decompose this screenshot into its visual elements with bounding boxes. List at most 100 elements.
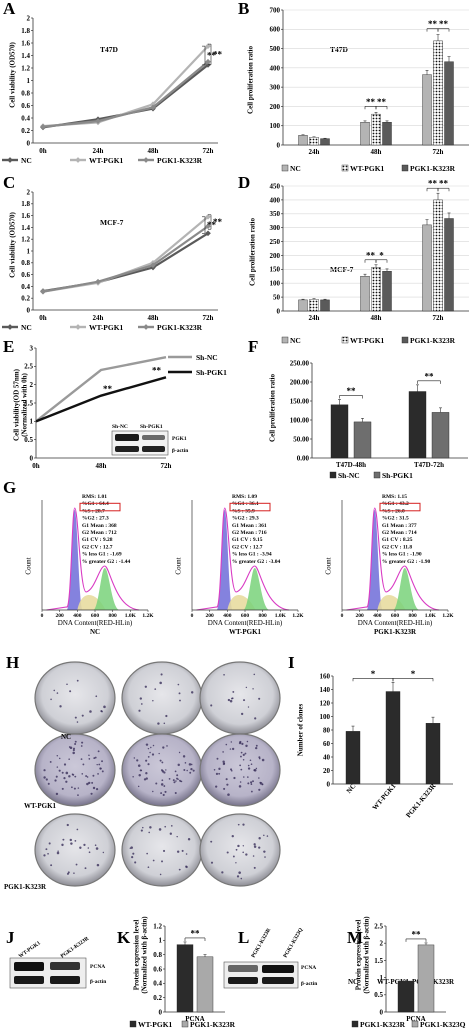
data-point: [205, 213, 211, 220]
x-tick-label: 400: [373, 613, 382, 619]
colony: [159, 759, 162, 762]
y-tick-label: 0: [277, 141, 281, 149]
colony: [237, 844, 240, 848]
bar: [397, 980, 415, 1013]
y-axis-label-group: Protein expression level (Normalized with…: [133, 916, 149, 994]
colony: [263, 834, 265, 837]
x-tick-label: T47D-72h: [414, 461, 444, 469]
blot-band-label: PCNA: [301, 965, 316, 971]
colony: [75, 863, 78, 866]
y-tick-label: 120: [320, 699, 331, 707]
g1-peak: [66, 510, 83, 610]
blot-lane-label: Sh-PGK1: [140, 424, 163, 430]
y-tick-label: 500: [270, 45, 281, 53]
colony: [133, 757, 136, 759]
bar: [371, 113, 381, 146]
colony: [91, 781, 94, 784]
colony: [160, 673, 163, 676]
colony: [45, 848, 48, 851]
lane-label-group: PGK1-K323R: [60, 935, 91, 959]
legend-marker: [75, 157, 81, 163]
data-point: [40, 123, 46, 130]
y-tick-label: 2.5: [24, 363, 33, 371]
colony: [258, 756, 261, 759]
x-tick-label: 600: [91, 613, 100, 619]
colony: [222, 760, 225, 763]
y-axis-label-group: Cell viability (OD570): [9, 41, 17, 107]
colony: [218, 767, 221, 771]
legend-label: PGK1-K323R: [157, 156, 203, 165]
colony: [182, 755, 186, 758]
colony: [148, 831, 151, 834]
colony: [147, 756, 150, 758]
colony: [223, 673, 225, 676]
colony: [226, 783, 229, 786]
colony: [80, 745, 83, 747]
colony: [240, 712, 244, 716]
y-axis-label-group: Protein expression level (Normalized with…: [355, 916, 371, 994]
y-tick-label: 50: [273, 294, 281, 302]
stat-line: % less G1 : -1.69: [82, 552, 122, 558]
bar: [382, 271, 392, 312]
stat-line: % greater G2 : -1.90: [382, 559, 430, 565]
x-tick-label: 48h: [371, 148, 382, 156]
legend-label: NC: [290, 336, 301, 345]
panel-letter-a: A: [3, 0, 16, 18]
colony: [50, 698, 52, 701]
y-tick-label: 150.00: [290, 397, 310, 405]
colony: [236, 875, 240, 878]
legend-marker: [7, 324, 13, 330]
colony: [161, 761, 164, 764]
y-tick-label: 0: [27, 306, 31, 314]
panel-letter-m: M: [347, 928, 363, 947]
y-tick-label: 250: [270, 238, 281, 246]
y-tick-label: 0: [27, 139, 31, 147]
y-tick-label: 1.8: [21, 200, 30, 208]
legend-label: PGK1-K323R: [360, 1020, 406, 1029]
row-label: WT-PGK1: [24, 802, 57, 810]
g2-peak: [243, 568, 270, 610]
significance-label: **: [213, 217, 223, 227]
stat-line: %S : 26.0: [382, 508, 405, 514]
colony: [258, 777, 260, 779]
colony: [172, 779, 175, 782]
colony: [70, 842, 73, 845]
colony: [43, 854, 46, 857]
colony: [258, 846, 261, 849]
y-tick-label: 600: [270, 26, 281, 34]
colony: [253, 845, 257, 848]
colony: [240, 877, 243, 880]
colony: [170, 824, 173, 827]
bar: [433, 199, 443, 312]
y-axis-label-group: Count: [25, 557, 33, 574]
lane-label-group: PGK1-K323Q: [283, 927, 305, 959]
row-label: PGK1-K323R: [4, 883, 47, 891]
significance-label: **: [213, 49, 223, 59]
colony: [258, 837, 261, 840]
y-tick-label: 200.00: [290, 378, 310, 386]
panel-letter-i: I: [288, 653, 295, 672]
bar: [330, 404, 349, 459]
legend-swatch: [281, 336, 289, 344]
colony: [69, 690, 72, 693]
colony: [132, 775, 134, 778]
data-point: [95, 118, 101, 124]
colony: [69, 838, 72, 842]
colony: [61, 771, 64, 774]
colony: [72, 751, 75, 755]
colony: [165, 714, 168, 718]
colony: [81, 773, 84, 775]
y-tick-label: 0.4: [21, 283, 30, 291]
colony: [223, 787, 226, 790]
stat-line: %G1 : 36.1: [232, 501, 259, 507]
data-point: [150, 262, 156, 268]
colony: [61, 843, 64, 847]
stat-line: G1 Mean : 377: [382, 523, 417, 529]
colony: [185, 853, 188, 855]
series-line-pgk1-k323r: [42, 225, 209, 293]
colony: [61, 787, 64, 790]
colony: [151, 753, 155, 756]
legend-label: WT-PGK1: [350, 164, 385, 173]
x-tick-label: PCNA: [185, 1015, 204, 1023]
colony: [101, 710, 103, 713]
